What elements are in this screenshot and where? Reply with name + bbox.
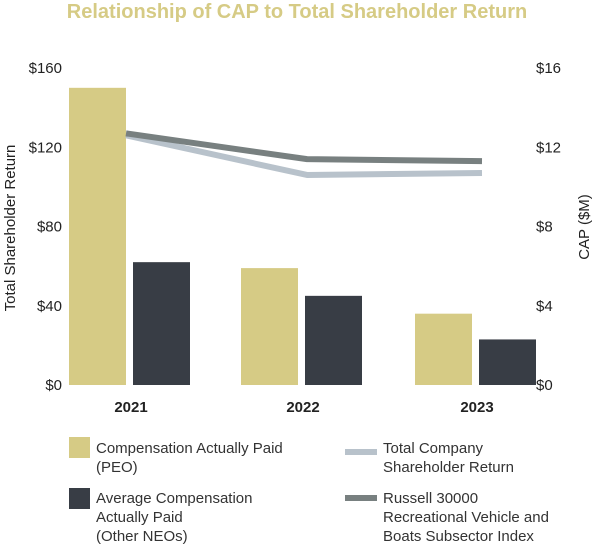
category-label: 2022 [286, 399, 319, 416]
bar-neo-avg-cap [305, 295, 362, 385]
left-tick-label: $160 [29, 60, 62, 77]
legend-label: Boats Subsector Index [383, 528, 534, 545]
left-tick-label: $80 [37, 219, 62, 236]
line-russell-index [125, 130, 483, 165]
bar-neo-avg-cap [479, 339, 536, 385]
right-axis-title: CAP ($M) [576, 194, 593, 260]
right-tick-label: $16 [536, 60, 561, 77]
legend-swatch [69, 488, 90, 509]
right-tick-label: $12 [536, 139, 561, 156]
lines-group [125, 130, 483, 178]
bar-neo-avg-cap [133, 262, 190, 385]
right-tick-label: $8 [536, 219, 553, 236]
legend-label: Compensation Actually Paid [96, 440, 283, 457]
bar-peo-cap [415, 313, 472, 385]
right-tick-label: $0 [536, 377, 553, 394]
category-label: 2021 [114, 399, 147, 416]
left-axis-title: Total Shareholder Return [2, 145, 19, 312]
legend: Compensation Actually Paid (PEO) Average C… [69, 437, 549, 545]
legend-label: (Other NEOs) [96, 528, 188, 545]
legend-swatch [69, 437, 90, 458]
legend-label: Average Compensation [96, 490, 253, 507]
bars-group [69, 87, 536, 385]
chart-title: Relationship of CAP to Total Shareholder… [67, 1, 527, 23]
category-labels: 2021 2022 2023 [114, 399, 493, 416]
legend-label: Actually Paid [96, 509, 183, 526]
legend-label: Shareholder Return [383, 459, 514, 476]
left-tick-label: $0 [45, 377, 62, 394]
line-total-shareholder-return [125, 132, 483, 178]
bar-peo-cap [241, 268, 298, 385]
legend-label: Recreational Vehicle and [383, 509, 549, 526]
left-tick-label: $120 [29, 139, 62, 156]
bar-peo-cap [69, 87, 126, 385]
right-tick-label: $4 [536, 298, 553, 315]
legend-label: Total Company [383, 440, 484, 457]
legend-label: (PEO) [96, 459, 138, 476]
legend-label: Russell 30000 [383, 490, 478, 507]
left-axis-ticks: $0 $40 $80 $120 $160 [29, 60, 62, 394]
left-tick-label: $40 [37, 298, 62, 315]
right-axis-ticks: $0 $4 $8 $12 $16 [536, 60, 561, 394]
category-label: 2023 [460, 399, 493, 416]
